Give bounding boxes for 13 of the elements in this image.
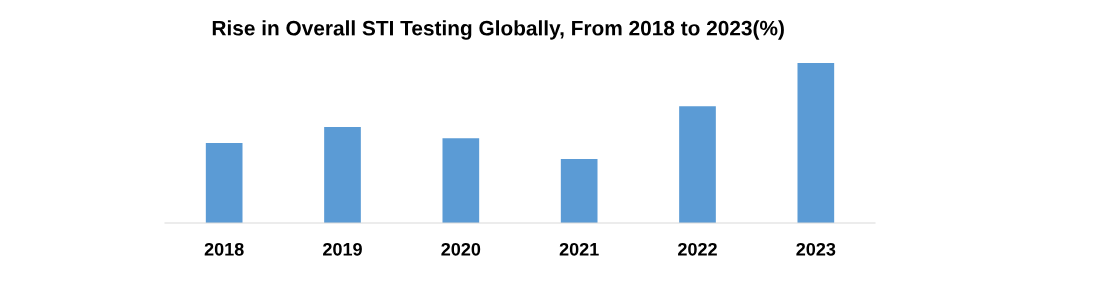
x-tick-label: 2020: [441, 242, 481, 256]
bar: [324, 127, 361, 223]
bar: [797, 63, 835, 223]
x-tick-label: 2023: [796, 242, 836, 256]
bar: [205, 143, 243, 223]
bar: [442, 138, 480, 223]
bar: [679, 106, 716, 223]
x-tick-label: 2022: [678, 242, 717, 256]
chart-title: Rise in Overall STI Testing Globally, From 2018 to 2023(%): [212, 20, 784, 40]
x-tick-label: 2021: [559, 242, 599, 256]
bar: [560, 159, 598, 223]
x-tick-label: 2018: [204, 242, 244, 256]
x-tick-label: 2019: [323, 242, 362, 256]
